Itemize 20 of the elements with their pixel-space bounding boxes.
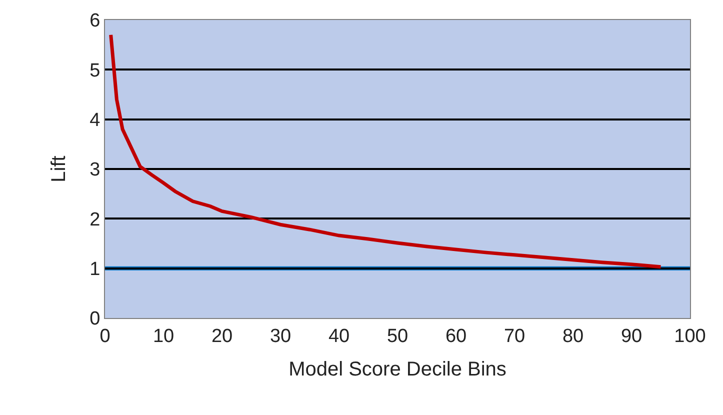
line-series (109, 33, 662, 269)
y-tick-label: 3 (90, 160, 100, 181)
x-tick-label: 60 (445, 326, 467, 347)
y-tick-label: 1 (90, 258, 100, 280)
x-tick-label: 30 (270, 326, 292, 347)
y-tick-label: 6 (90, 10, 100, 32)
x-tick-label: 50 (386, 326, 408, 347)
y-tick-label: 4 (90, 110, 101, 131)
x-tick-label: 40 (328, 326, 350, 347)
y-tick-label: 5 (90, 60, 100, 82)
y-tick-label: 0 (90, 308, 100, 330)
y-axis-title: Lift (48, 155, 70, 182)
x-tick-label: 100 (674, 326, 706, 347)
x-tick-label: 10 (152, 326, 174, 347)
y-tick-label: 2 (90, 209, 100, 230)
x-tick-label: 20 (211, 326, 233, 347)
x-tick-label: 90 (620, 326, 642, 347)
x-axis-title: Model Score Decile Bins (288, 358, 506, 380)
x-tick-label: 80 (562, 326, 584, 347)
x-tick-label: 70 (504, 326, 526, 347)
